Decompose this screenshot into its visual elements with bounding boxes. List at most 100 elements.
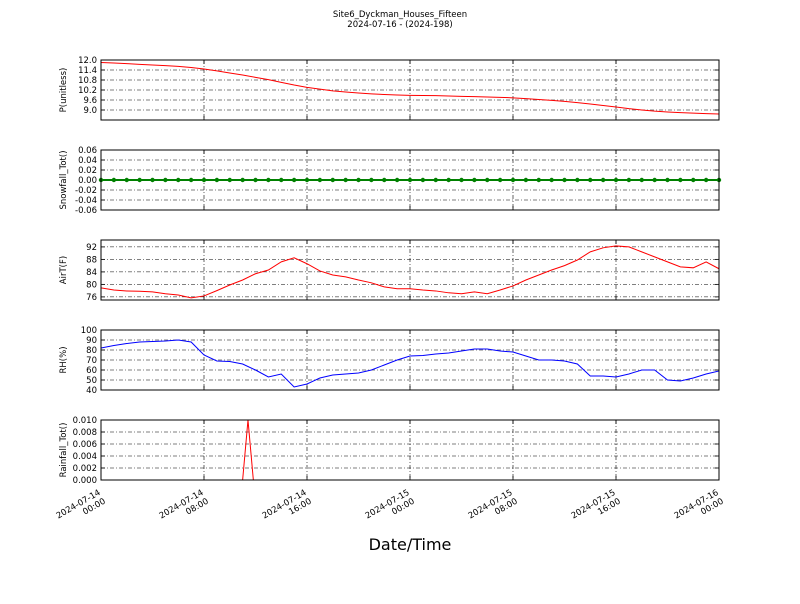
data-point: [678, 177, 683, 183]
data-point: [446, 177, 451, 183]
plot-frame: [100, 59, 720, 121]
data-point: [279, 177, 284, 183]
y-tick-label: 10.8: [78, 76, 97, 86]
data-point: [266, 177, 271, 183]
data-point: [433, 177, 438, 183]
y-tick-label: 0.04: [78, 156, 97, 166]
plot-frame: [100, 329, 720, 391]
data-point: [137, 177, 142, 183]
data-line: [101, 62, 719, 115]
data-point: [407, 177, 413, 183]
x-tick-label: 2024-07-1600:00: [673, 488, 726, 530]
y-tick-label: 90: [86, 336, 97, 346]
plot-frame: [100, 239, 720, 301]
y-tick-label: 0.004: [73, 452, 97, 462]
data-point: [304, 177, 310, 183]
x-tick-label: 2024-07-1408:00: [158, 488, 211, 530]
data-point: [343, 177, 348, 183]
data-point: [253, 177, 258, 183]
y-tick-label: 0.002: [73, 464, 97, 474]
x-tick-label: 2024-07-1516:00: [570, 488, 623, 530]
y-tick-label: 40: [86, 386, 97, 396]
y-tick-label: 0.06: [78, 146, 97, 156]
y-tick-label: 12.0: [78, 56, 97, 66]
x-tick-label: 2024-07-1508:00: [467, 488, 520, 530]
y-tick-label: 0.02: [78, 166, 97, 176]
y-axis-label: Rainfall_Tot(): [59, 423, 69, 478]
data-point: [510, 177, 516, 183]
x-tick-label: 2024-07-1416:00: [261, 488, 314, 530]
y-tick-label: -0.06: [75, 206, 97, 216]
subtitle: 2024-07-16 - (2024-198): [347, 20, 452, 30]
x-tick-label: 2024-07-1400:00: [55, 488, 108, 530]
y-tick-label: -0.04: [75, 196, 97, 206]
data-point: [613, 177, 619, 183]
title: Site6_Dyckman_Houses_Fifteen: [333, 10, 467, 20]
data-point: [459, 177, 464, 183]
y-tick-label: 0.008: [73, 428, 97, 438]
x-axis-label: Date/Time: [369, 535, 452, 554]
data-line: [101, 339, 719, 388]
y-tick-label: 76: [86, 293, 97, 303]
data-point: [703, 177, 709, 183]
y-tick-label: 60: [86, 366, 97, 376]
data-point: [291, 177, 297, 183]
y-axis-label: AirT(F): [59, 256, 69, 284]
plot-frame: [100, 419, 720, 481]
y-tick-label: 84: [86, 268, 97, 278]
data-point: [214, 177, 220, 183]
y-tick-label: 50: [86, 376, 97, 386]
data-point: [497, 177, 503, 183]
data-point: [240, 177, 245, 183]
data-point: [163, 177, 168, 183]
data-point: [639, 177, 644, 183]
data-point: [150, 177, 155, 183]
plot-frame: [100, 149, 720, 211]
data-point: [549, 177, 554, 183]
y-tick-label: 80: [86, 346, 97, 356]
data-point: [588, 177, 593, 183]
data-point: [665, 177, 670, 183]
data-point: [176, 177, 181, 183]
y-axis-label: RH(%): [59, 346, 69, 373]
data-point: [317, 177, 323, 183]
y-tick-label: 88: [86, 255, 97, 265]
y-tick-label: 80: [86, 280, 97, 290]
data-point: [227, 177, 232, 183]
y-tick-label: 10.2: [78, 86, 97, 96]
data-point: [394, 177, 400, 183]
y-tick-label: 9.0: [83, 106, 97, 116]
y-axis-label: P(unitless): [59, 68, 69, 113]
y-tick-label: 0.00: [78, 176, 97, 186]
y-tick-label: 70: [86, 356, 97, 366]
y-tick-label: 92: [86, 243, 97, 253]
y-tick-label: 0.000: [73, 476, 97, 486]
data-point: [485, 177, 490, 183]
data-point: [600, 177, 606, 183]
data-point: [652, 177, 657, 183]
data-point: [575, 177, 580, 183]
data-point: [562, 177, 567, 183]
data-point: [536, 177, 541, 183]
y-tick-label: 0.010: [73, 416, 97, 426]
data-point: [124, 177, 129, 183]
data-point: [188, 177, 194, 183]
y-tick-label: 9.6: [83, 96, 97, 106]
data-point: [420, 177, 426, 183]
data-point: [382, 177, 387, 183]
data-point: [201, 177, 207, 183]
y-tick-label: 11.4: [78, 66, 97, 76]
data-point: [111, 177, 117, 183]
y-tick-label: 0.006: [73, 440, 97, 450]
data-point: [523, 177, 529, 183]
data-point: [356, 177, 361, 183]
data-point: [691, 177, 696, 183]
x-tick-label: 2024-07-1500:00: [364, 488, 417, 530]
data-point: [626, 177, 632, 183]
y-tick-label: 100: [81, 326, 97, 336]
data-point: [369, 177, 374, 183]
data-line: [101, 245, 719, 299]
data-point: [330, 177, 335, 183]
data-point: [472, 177, 477, 183]
